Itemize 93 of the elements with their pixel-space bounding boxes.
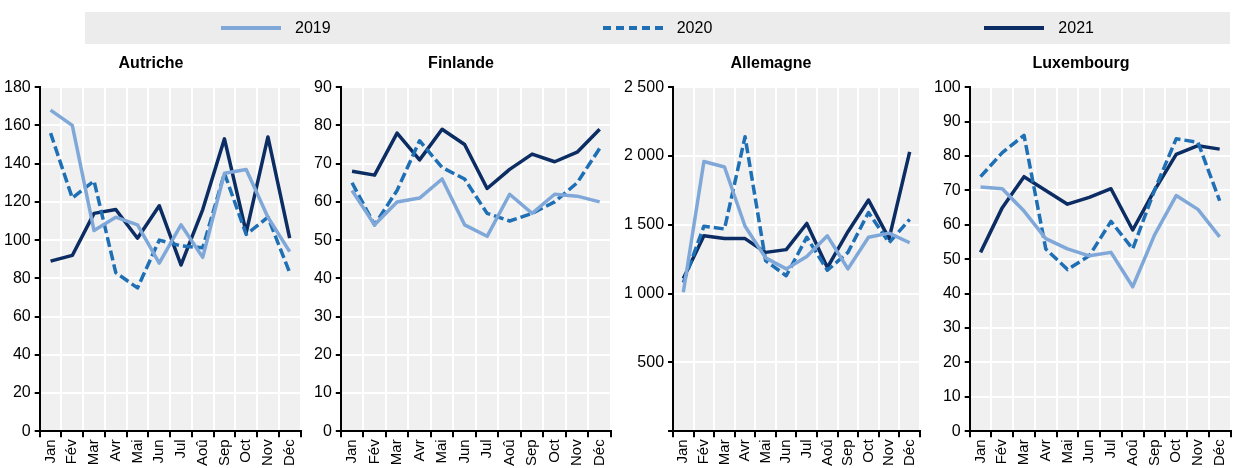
x-tick-label: Jun <box>149 439 167 464</box>
y-tick-label: 0 <box>322 421 332 439</box>
y-tick-label: 80 <box>942 146 961 164</box>
x-tick-label: Jul <box>171 439 189 459</box>
x-tick-label: Jun <box>1079 439 1097 464</box>
x-tick-label: Jul <box>477 439 495 459</box>
x-tick-label: Sep <box>838 439 856 467</box>
y-tick-label: 60 <box>942 215 961 233</box>
y-tick-label: 2 500 <box>623 77 665 95</box>
y-tick-label: 20 <box>12 383 31 401</box>
x-tick-label: Déc <box>1209 438 1227 466</box>
y-tick-label: 40 <box>12 345 31 363</box>
x-tick-label: Oct <box>236 438 254 463</box>
y-tick-label: 140 <box>3 154 31 172</box>
x-tick-label: Mar <box>1014 439 1032 466</box>
x-tick-label: Oct <box>1166 438 1184 463</box>
x-tick-label: Mai <box>127 439 145 464</box>
y-tick-label: 100 <box>933 77 961 95</box>
legend-label: 2021 <box>1058 19 1094 37</box>
y-tick-label: 1 500 <box>623 215 665 233</box>
y-tick-label: 160 <box>3 115 31 133</box>
x-tick-label: Sep <box>1144 439 1162 467</box>
y-tick-label: 40 <box>314 268 332 286</box>
y-tick-label: 10 <box>314 383 332 401</box>
x-tick-label: Déc <box>279 438 297 466</box>
y-tick-label: 0 <box>21 421 31 439</box>
y-tick-label: 10 <box>942 387 961 405</box>
chart-title: Allemagne <box>730 54 812 72</box>
y-tick-label: 60 <box>12 307 31 325</box>
x-tick-label: Jul <box>796 439 814 459</box>
chart-title: Finlande <box>428 54 494 72</box>
x-tick-label: Fév <box>694 438 712 465</box>
x-tick-label: Mai <box>755 439 773 464</box>
y-tick-label: 30 <box>314 307 332 325</box>
y-tick-label: 0 <box>951 421 961 439</box>
y-tick-label: 70 <box>314 154 332 172</box>
x-tick-label: Nov <box>567 438 585 466</box>
x-tick-label: Jan <box>40 439 58 464</box>
y-tick-label: 70 <box>942 180 961 198</box>
x-tick-label: Jan <box>342 439 360 464</box>
x-tick-label: Jan <box>970 439 988 464</box>
y-tick-label: 20 <box>942 352 961 370</box>
x-tick-label: Déc <box>899 438 917 466</box>
legend-label: 2019 <box>295 19 331 37</box>
x-tick-label: Fév <box>62 438 80 465</box>
x-tick-label: Avr <box>409 439 427 462</box>
y-tick-label: 100 <box>3 230 31 248</box>
x-tick-label: Avr <box>735 439 753 462</box>
x-tick-label: Aoû <box>192 439 210 467</box>
y-tick-label: 90 <box>314 77 332 95</box>
x-tick-label: Déc <box>589 438 607 466</box>
x-tick-label: Mar <box>387 439 405 466</box>
x-tick-label: Aoû <box>499 439 517 467</box>
x-tick-label: Mar <box>84 439 102 466</box>
line-series <box>48 131 292 290</box>
x-tick-label: Jan <box>673 439 691 464</box>
x-tick-label: Aoû <box>817 439 835 467</box>
x-tick-label: Oct <box>858 438 876 463</box>
x-tick-label: Avr <box>1035 439 1053 462</box>
x-tick-label: Fév <box>992 438 1010 465</box>
y-tick-label: 180 <box>3 77 31 95</box>
x-tick-label: Fév <box>364 438 382 465</box>
y-tick-label: 20 <box>314 345 332 363</box>
x-tick-label: Aoû <box>1122 439 1140 467</box>
x-tick-label: Mar <box>714 439 732 466</box>
x-tick-label: Oct <box>544 438 562 463</box>
y-tick-label: 2 000 <box>623 146 665 164</box>
line-series <box>978 133 1222 272</box>
y-tick-label: 40 <box>942 284 961 302</box>
x-tick-label: Sep <box>522 439 540 467</box>
chart-title: Luxembourg <box>1032 54 1130 72</box>
y-tick-label: 120 <box>3 192 31 210</box>
x-tick-label: Jul <box>1101 439 1119 459</box>
chart-title: Autriche <box>118 54 184 72</box>
x-tick-label: Nov <box>879 438 897 466</box>
y-tick-label: 1 000 <box>623 284 665 302</box>
legend-label: 2020 <box>676 19 713 37</box>
y-tick-label: 50 <box>942 249 961 267</box>
x-tick-label: Mai <box>432 439 450 464</box>
y-tick-label: 90 <box>942 112 961 130</box>
x-tick-label: Nov <box>258 438 276 466</box>
y-tick-label: 500 <box>637 352 665 370</box>
y-tick-label: 80 <box>314 115 332 133</box>
y-tick-label: 50 <box>314 230 332 248</box>
y-tick-label: 60 <box>314 192 332 210</box>
y-tick-label: 80 <box>12 268 31 286</box>
x-tick-label: Sep <box>214 439 232 467</box>
x-tick-label: Jun <box>776 439 794 464</box>
x-tick-label: Avr <box>105 439 123 462</box>
x-tick-label: Mai <box>1057 439 1075 464</box>
x-tick-label: Nov <box>1188 438 1206 466</box>
x-tick-label: Jun <box>454 439 472 464</box>
y-tick-label: 30 <box>942 318 961 336</box>
